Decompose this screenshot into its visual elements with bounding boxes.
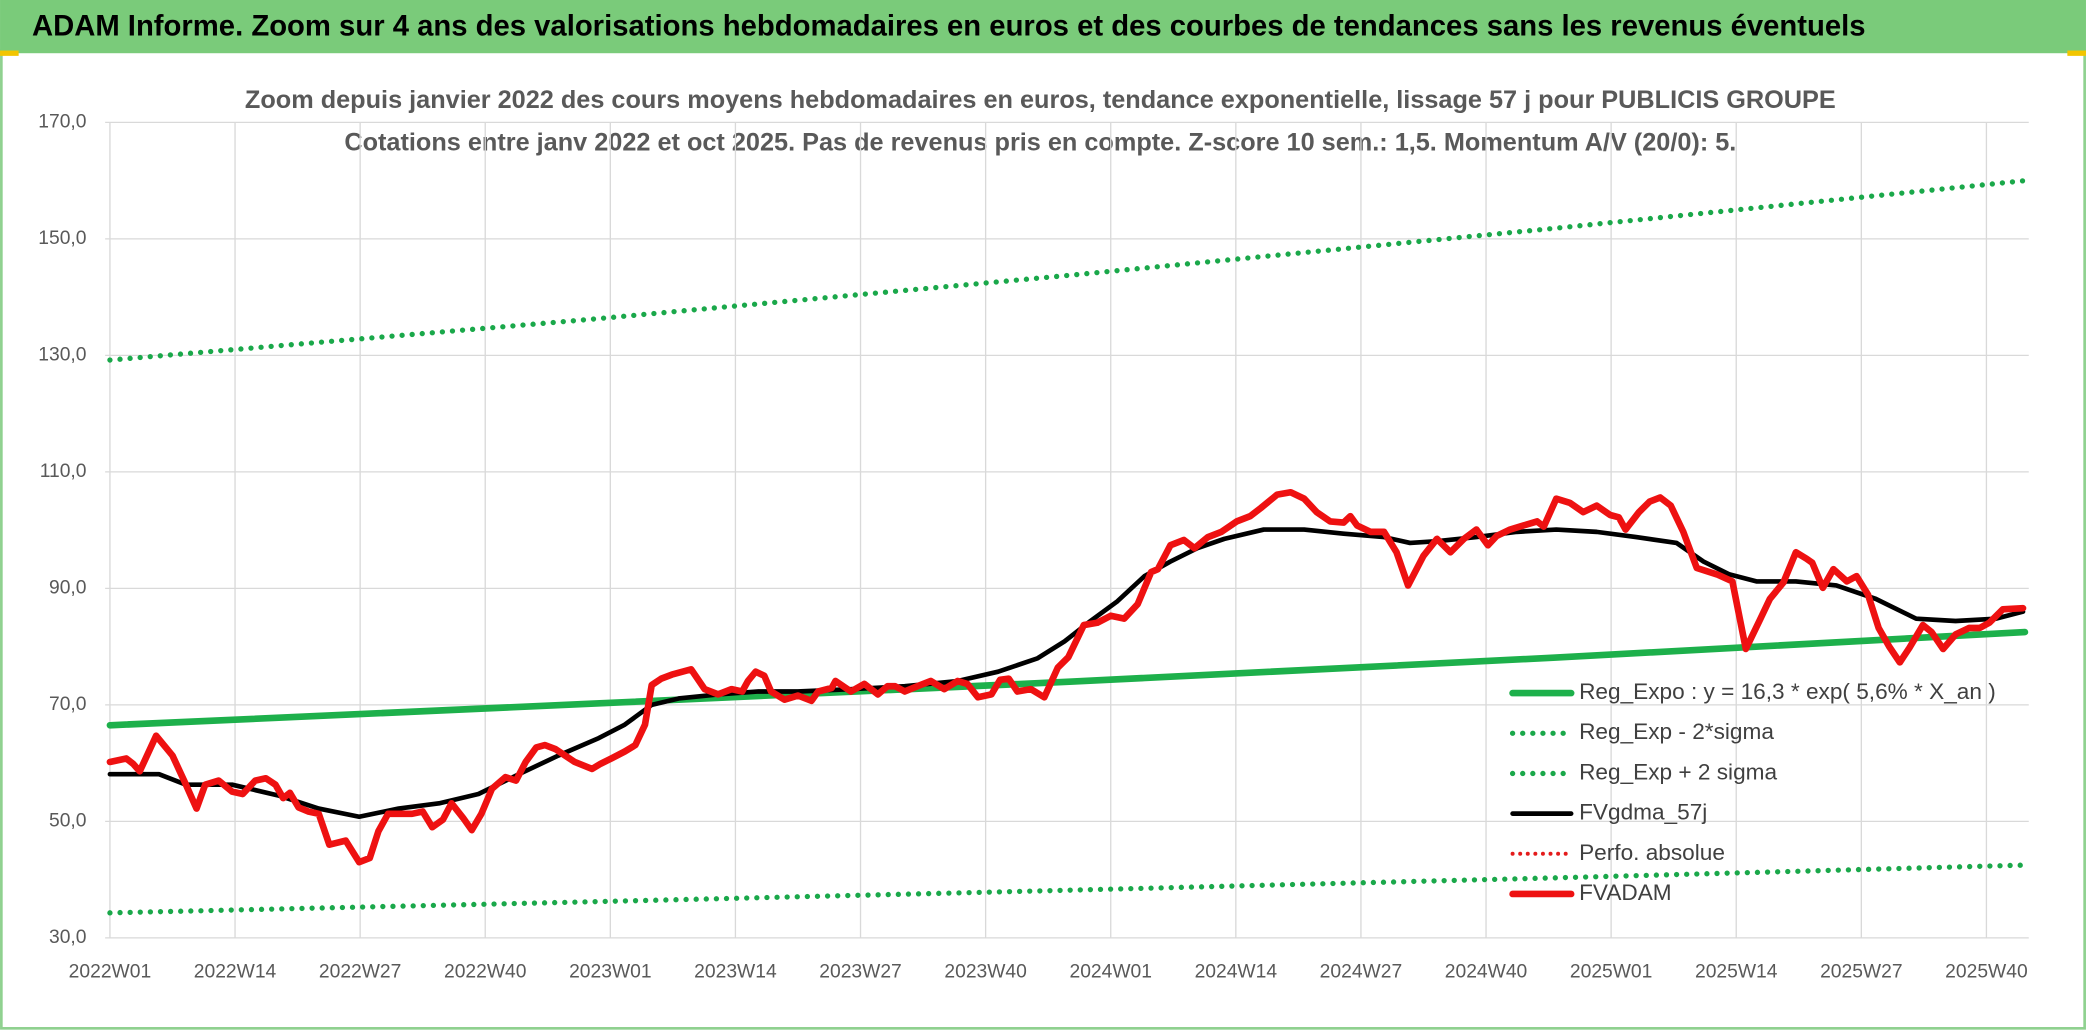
series-line	[107, 527, 2026, 820]
corner-mark	[2067, 50, 2086, 56]
x-tick-label: 2025W01	[1570, 962, 1652, 983]
y-tick-label: 90,0	[49, 577, 86, 598]
legend-label: Reg_Exp + 2 sigma	[1579, 759, 1777, 784]
series-line	[107, 862, 2028, 916]
chart-subtitle: Cotations entre janv 2022 et oct 2025. P…	[344, 128, 1736, 156]
x-tick-label: 2023W40	[944, 962, 1026, 983]
x-tick-label: 2025W14	[1695, 962, 1778, 983]
y-tick-label: 110,0	[40, 461, 87, 482]
y-tick-label: 70,0	[49, 694, 86, 715]
x-tick-label: 2023W27	[819, 962, 901, 983]
series-line	[107, 177, 2028, 363]
x-tick-label: 2024W40	[1445, 962, 1527, 983]
y-tick-label: 50,0	[49, 810, 86, 831]
x-tick-label: 2024W14	[1195, 962, 1278, 983]
corner-mark	[0, 50, 19, 56]
chart-title: Zoom depuis janvier 2022 des cours moyen…	[245, 86, 1836, 114]
legend-label: Perfo. absolue	[1579, 840, 1725, 865]
x-tick-label: 2022W14	[194, 962, 277, 983]
series	[106, 177, 2029, 916]
x-tick-label: 2023W14	[694, 962, 777, 983]
banner	[0, 0, 2086, 54]
series-line	[106, 628, 2029, 729]
y-tick-label: 30,0	[49, 927, 86, 948]
x-tick-label: 2025W27	[1820, 962, 1902, 983]
legend-label: FVADAM	[1579, 880, 1672, 905]
legend-label: Reg_Exp - 2*sigma	[1579, 719, 1774, 744]
x-tick-label: 2024W01	[1069, 962, 1151, 983]
legend-label: Reg_Expo : y = 16,3 * exp( 5,6% * X_an )	[1579, 679, 1996, 704]
series-line	[106, 488, 2027, 866]
y-tick-label: 150,0	[38, 228, 86, 249]
y-tick-label: 170,0	[38, 111, 86, 132]
legend-label: FVgdma_57j	[1579, 800, 1707, 825]
legend: Reg_Expo : y = 16,3 * exp( 5,6% * X_an )…	[1509, 679, 1996, 905]
x-tick-label: 2024W27	[1320, 962, 1402, 983]
x-tick-label: 2022W01	[69, 962, 151, 983]
banner-title: ADAM Informe. Zoom sur 4 ans des valoris…	[32, 11, 1866, 43]
x-tick-label: 2022W40	[444, 962, 526, 983]
x-tick-label: 2023W01	[569, 962, 651, 983]
y-tick-label: 130,0	[38, 344, 86, 365]
x-tick-label: 2025W40	[1945, 962, 2027, 983]
x-tick-label: 2022W27	[319, 962, 401, 983]
